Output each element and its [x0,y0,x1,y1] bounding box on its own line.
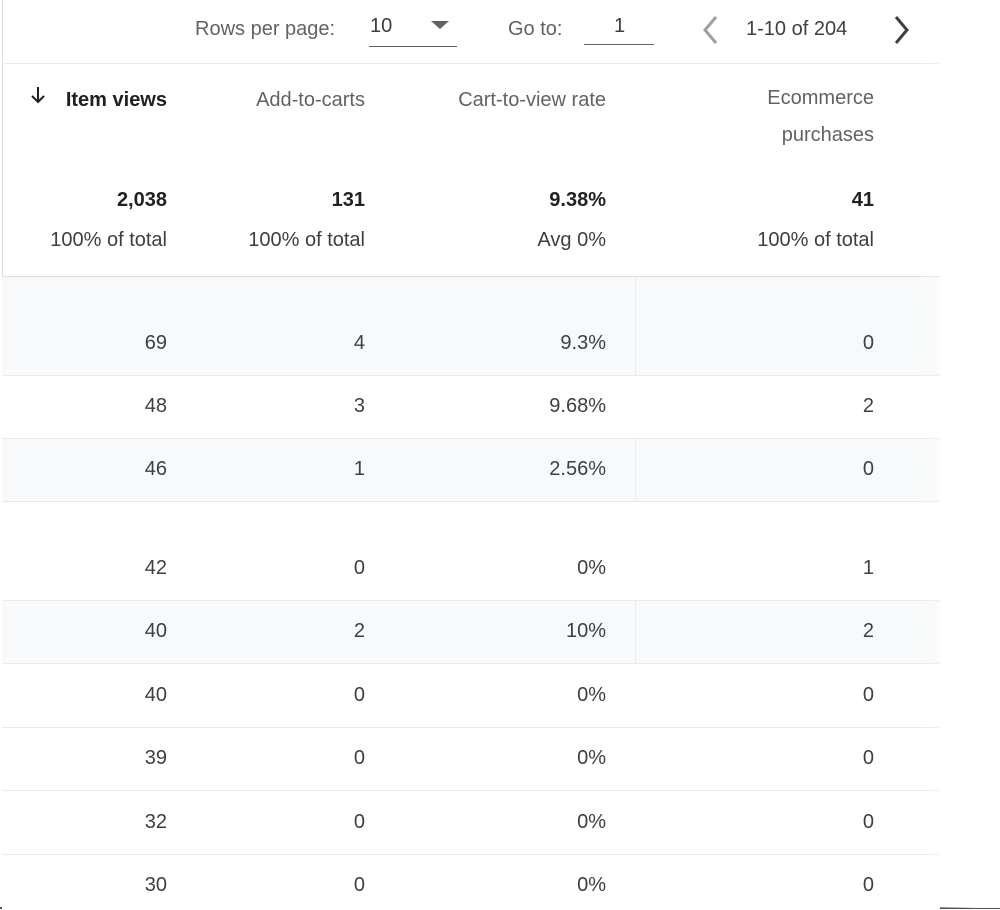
total-note: 100% of total [248,229,365,251]
cell: 0 [862,684,874,706]
rows-per-page-select[interactable]: 10 [369,8,457,47]
sort-icon [31,87,45,104]
cell: 2 [862,395,874,417]
cell: 0% [577,557,606,579]
table-row [2,502,940,601]
cell: 1 [353,458,365,480]
cell: 9.3% [560,332,606,354]
total-value: 41 [851,189,874,211]
cell: 2.56% [549,458,606,480]
column-separator [635,439,636,501]
next-page[interactable] [892,15,912,45]
table-row [2,728,940,791]
cell: 2 [862,620,874,642]
goto-input[interactable]: 1 [584,8,654,45]
cell: 46 [144,458,167,480]
total-note: 100% of total [50,229,167,251]
cell: 39 [144,747,167,769]
table-row [2,855,940,910]
column-header: Add-to-carts [256,89,365,111]
dropdown-icon [431,21,449,29]
fade-overlay [920,63,1000,908]
total-value: 131 [331,189,365,211]
cell: 4 [353,332,365,354]
column-separator [635,601,636,663]
prev-page[interactable] [700,15,720,45]
total-value: 2,038 [116,189,167,211]
cell: 3 [353,395,365,417]
total-note: Avg 0% [537,229,606,251]
cell: 0 [353,874,365,896]
table-row [2,277,940,376]
cell: 0% [577,874,606,896]
cell: 42 [144,557,167,579]
table-row [2,376,940,439]
cell: 0 [862,458,874,480]
cell: 0 [862,874,874,896]
divider [2,63,940,64]
cell: 48 [144,395,167,417]
cell: 0% [577,747,606,769]
divider [2,276,940,277]
column-header: Ecommerce purchases [767,87,874,146]
table-row [2,601,940,664]
rows-per-page-label: Rows per page: [195,18,336,40]
cell: 69 [144,332,167,354]
cell: 0 [353,684,365,706]
column-header: Item views [65,89,167,111]
cell: 0 [862,811,874,833]
cell: 0 [353,811,365,833]
table-row [2,439,940,502]
goto-value: 1 [614,15,626,37]
cell: 0 [862,747,874,769]
total-value: 9.38% [549,189,606,211]
cell: 0 [862,332,874,354]
cell: 2 [353,620,365,642]
cell: 0 [353,747,365,769]
column-header: Cart-to-view rate [458,89,606,111]
cell: 32 [144,811,167,833]
table-row [2,791,940,855]
cell: 0% [577,684,606,706]
cell: 9.68% [549,395,606,417]
cell: 0 [353,557,365,579]
goto-label: Go to: [508,18,563,40]
cell: 10% [565,620,606,642]
page-range: 1-10 of 204 [746,18,848,40]
cell: 30 [144,874,167,896]
total-note: 100% of total [757,229,874,251]
cell: 0% [577,811,606,833]
table-row [2,664,940,728]
column-separator [635,277,636,375]
cell: 1 [862,557,874,579]
cell: 40 [144,684,167,706]
rows-per-page-value: 10 [370,15,393,37]
cell: 40 [144,620,167,642]
